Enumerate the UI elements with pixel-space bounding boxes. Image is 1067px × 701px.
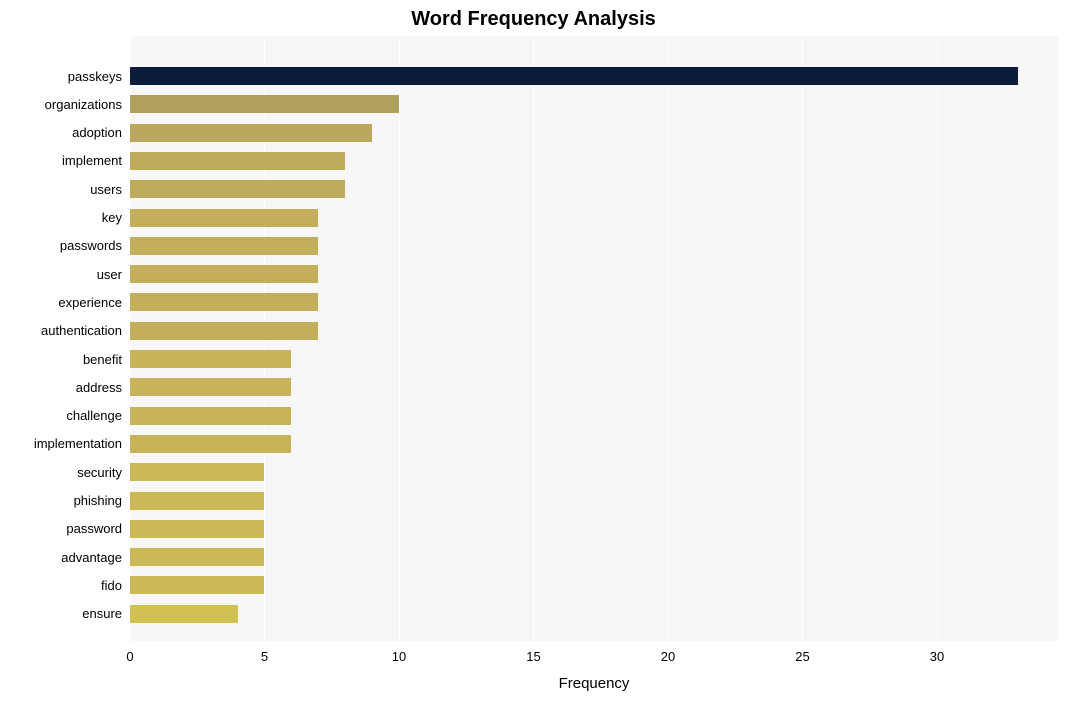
- x-axis-labels: 051015202530: [130, 649, 1058, 669]
- y-tick-label: passkeys: [0, 69, 122, 84]
- y-tick-label: implement: [0, 153, 122, 168]
- x-tick-label: 10: [392, 649, 406, 664]
- y-tick-label: advantage: [0, 550, 122, 565]
- y-axis-labels: passkeys organizations adoption implement us…: [0, 0, 1067, 701]
- y-tick-label: user: [0, 267, 122, 282]
- x-axis-title: Frequency: [130, 675, 1058, 692]
- y-tick-label: address: [0, 380, 122, 395]
- chart-container: Word Frequency Analysis passkeysorganiza…: [0, 0, 1067, 701]
- y-tick-label: passwords: [0, 238, 122, 253]
- y-tick-label: security: [0, 465, 122, 480]
- y-tick-label: adoption: [0, 125, 122, 140]
- y-tick-label: password: [0, 521, 122, 536]
- y-tick-label: phishing: [0, 493, 122, 508]
- y-tick-label: users: [0, 182, 122, 197]
- y-tick-label: benefit: [0, 352, 122, 367]
- y-tick-label: experience: [0, 295, 122, 310]
- x-tick-label: 20: [661, 649, 675, 664]
- x-tick-label: 0: [126, 649, 133, 664]
- y-tick-label: challenge: [0, 408, 122, 423]
- y-tick-label: authentication: [0, 323, 122, 338]
- x-tick-label: 25: [795, 649, 809, 664]
- x-tick-label: 15: [526, 649, 540, 664]
- y-tick-label: ensure: [0, 606, 122, 621]
- x-tick-label: 30: [930, 649, 944, 664]
- y-tick-label: fido: [0, 578, 122, 593]
- x-tick-label: 5: [261, 649, 268, 664]
- y-tick-label: organizations: [0, 97, 122, 112]
- y-tick-label: implementation: [0, 436, 122, 451]
- y-tick-label: key: [0, 210, 122, 225]
